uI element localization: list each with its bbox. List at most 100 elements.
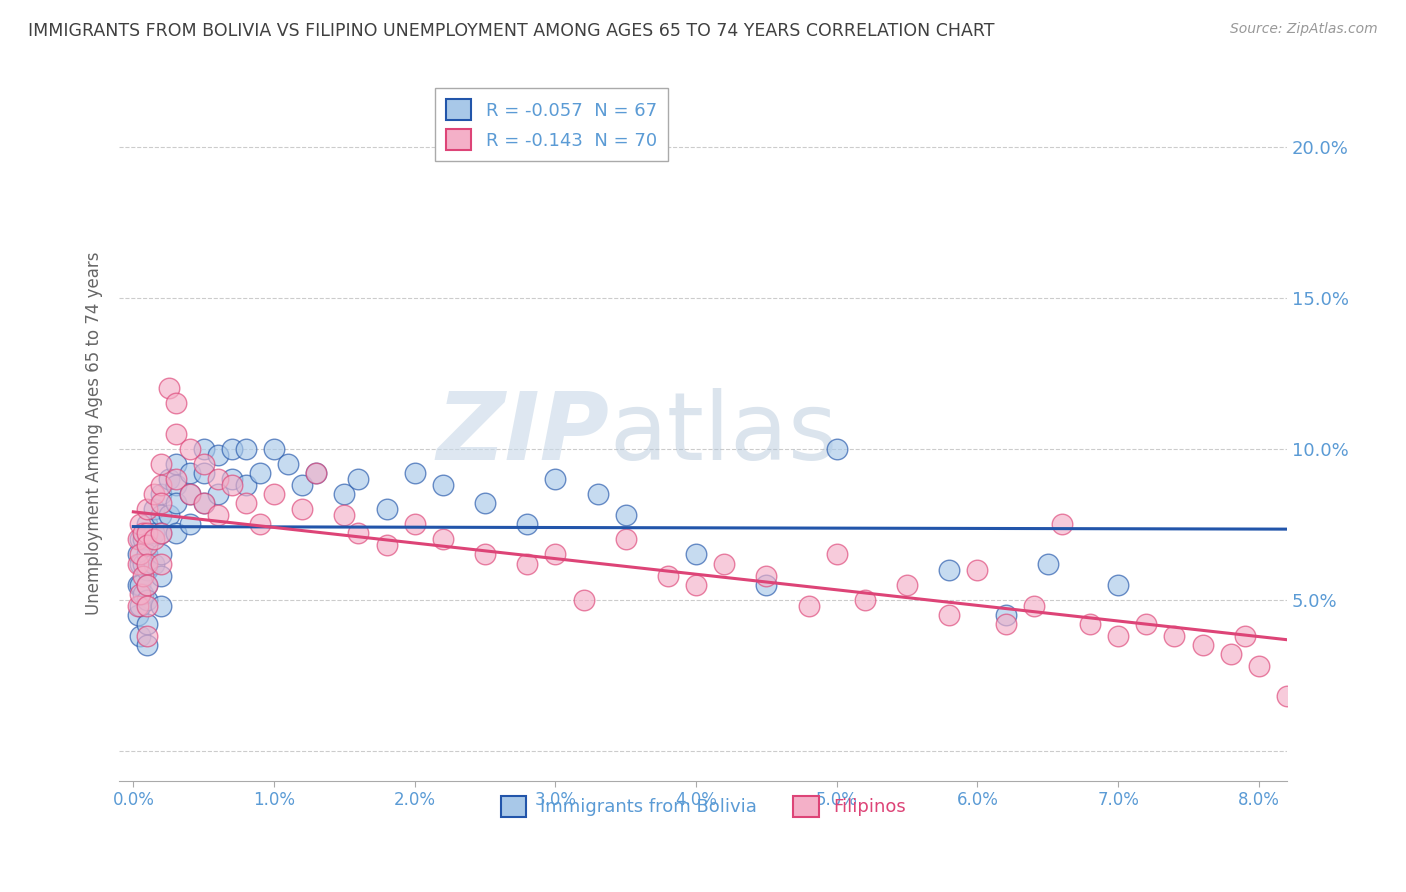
Point <box>129 517 152 532</box>
Point <box>136 592 159 607</box>
Point <box>966 563 988 577</box>
Point <box>685 548 707 562</box>
Point <box>207 508 229 523</box>
Point <box>544 472 567 486</box>
Point <box>305 466 328 480</box>
Point <box>1275 690 1298 704</box>
Point <box>375 502 398 516</box>
Point <box>136 502 159 516</box>
Text: Source: ZipAtlas.com: Source: ZipAtlas.com <box>1230 22 1378 37</box>
Point <box>165 526 187 541</box>
Point <box>136 538 159 552</box>
Point <box>404 466 426 480</box>
Point <box>713 557 735 571</box>
Point <box>1191 638 1213 652</box>
Text: IMMIGRANTS FROM BOLIVIA VS FILIPINO UNEMPLOYMENT AMONG AGES 65 TO 74 YEARS CORRE: IMMIGRANTS FROM BOLIVIA VS FILIPINO UNEM… <box>28 22 994 40</box>
Point <box>150 557 173 571</box>
Point <box>127 533 149 547</box>
Point <box>249 517 271 532</box>
Point <box>305 466 328 480</box>
Point <box>1078 616 1101 631</box>
Point <box>150 548 173 562</box>
Point <box>136 526 159 541</box>
Legend: Immigrants from Bolivia, Filipinos: Immigrants from Bolivia, Filipinos <box>494 789 912 824</box>
Point <box>136 577 159 591</box>
Point <box>572 592 595 607</box>
Point <box>347 526 370 541</box>
Point <box>614 533 637 547</box>
Point <box>586 487 609 501</box>
Point <box>1219 647 1241 661</box>
Point <box>291 502 314 516</box>
Point <box>136 629 159 643</box>
Point <box>129 533 152 547</box>
Point <box>157 472 180 486</box>
Point <box>938 607 960 622</box>
Point <box>1050 517 1073 532</box>
Point <box>179 487 201 501</box>
Point <box>150 457 173 471</box>
Point <box>165 426 187 441</box>
Point <box>474 548 496 562</box>
Point <box>1022 599 1045 613</box>
Point <box>143 533 166 547</box>
Point <box>221 478 243 492</box>
Point <box>136 533 159 547</box>
Point <box>1233 629 1256 643</box>
Point <box>132 557 155 571</box>
Point <box>136 638 159 652</box>
Point <box>685 577 707 591</box>
Point <box>143 526 166 541</box>
Point <box>249 466 271 480</box>
Point <box>150 599 173 613</box>
Point <box>235 496 257 510</box>
Point <box>132 533 155 547</box>
Point <box>150 496 173 510</box>
Point <box>207 487 229 501</box>
Point <box>1036 557 1059 571</box>
Point <box>127 599 149 613</box>
Point <box>157 381 180 395</box>
Point <box>432 478 454 492</box>
Point <box>165 496 187 510</box>
Point <box>136 548 159 562</box>
Point <box>994 607 1017 622</box>
Point <box>129 599 152 613</box>
Point <box>291 478 314 492</box>
Point <box>179 466 201 480</box>
Point <box>1163 629 1185 643</box>
Point <box>132 526 155 541</box>
Point <box>165 472 187 486</box>
Point <box>277 457 299 471</box>
Y-axis label: Unemployment Among Ages 65 to 74 years: Unemployment Among Ages 65 to 74 years <box>86 252 103 615</box>
Point <box>129 587 152 601</box>
Point <box>136 616 159 631</box>
Point <box>347 472 370 486</box>
Point <box>136 599 159 613</box>
Point <box>129 629 152 643</box>
Point <box>193 466 215 480</box>
Point <box>797 599 820 613</box>
Point <box>127 607 149 622</box>
Point <box>165 396 187 410</box>
Point <box>263 442 285 456</box>
Point <box>1107 577 1129 591</box>
Point <box>150 508 173 523</box>
Point <box>896 577 918 591</box>
Point <box>132 587 155 601</box>
Point <box>127 577 149 591</box>
Point <box>136 517 159 532</box>
Point <box>165 478 187 492</box>
Point <box>207 472 229 486</box>
Point <box>375 538 398 552</box>
Point <box>129 557 152 571</box>
Point <box>129 548 152 562</box>
Point <box>614 508 637 523</box>
Point <box>193 496 215 510</box>
Point <box>150 487 173 501</box>
Point <box>544 548 567 562</box>
Point <box>136 557 159 571</box>
Point <box>150 478 173 492</box>
Point <box>136 563 159 577</box>
Point <box>193 496 215 510</box>
